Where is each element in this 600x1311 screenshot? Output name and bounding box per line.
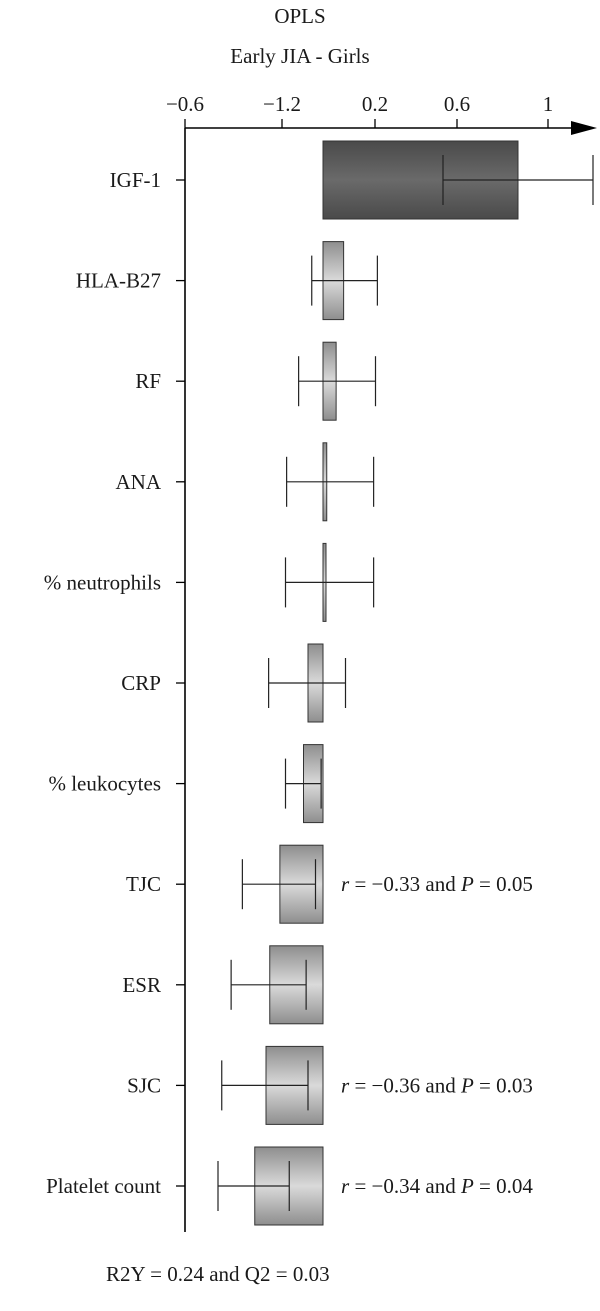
chart-subtitle: Early JIA - Girls [230,44,370,68]
category-label: SJC [127,1073,161,1097]
category-label: ANA [116,470,162,494]
category-label: ESR [122,973,161,997]
x-axis-arrow-icon [571,121,597,135]
x-tick-label: 0.6 [444,92,470,116]
x-tick-label: −1.2 [263,92,301,116]
correlation-annotation: r = −0.33 and P = 0.05 [341,872,533,896]
category-label: % neutrophils [44,570,161,594]
category-label: IGF-1 [110,168,161,192]
category-label: Platelet count [46,1174,161,1198]
x-tick-label: −0.6 [166,92,204,116]
category-label: CRP [121,671,161,695]
correlation-annotation: r = −0.34 and P = 0.04 [341,1174,533,1198]
category-label: HLA-B27 [76,269,161,293]
chart-title: OPLS [274,4,326,28]
category-label: TJC [126,872,161,896]
category-label: RF [135,369,161,393]
model-stats-footer: R2Y = 0.24 and Q2 = 0.03 [106,1262,330,1286]
category-label: % leukocytes [48,772,161,796]
x-tick-label: 1 [543,92,554,116]
correlation-annotation: r = −0.36 and P = 0.03 [341,1073,533,1097]
x-tick-label: 0.2 [362,92,388,116]
